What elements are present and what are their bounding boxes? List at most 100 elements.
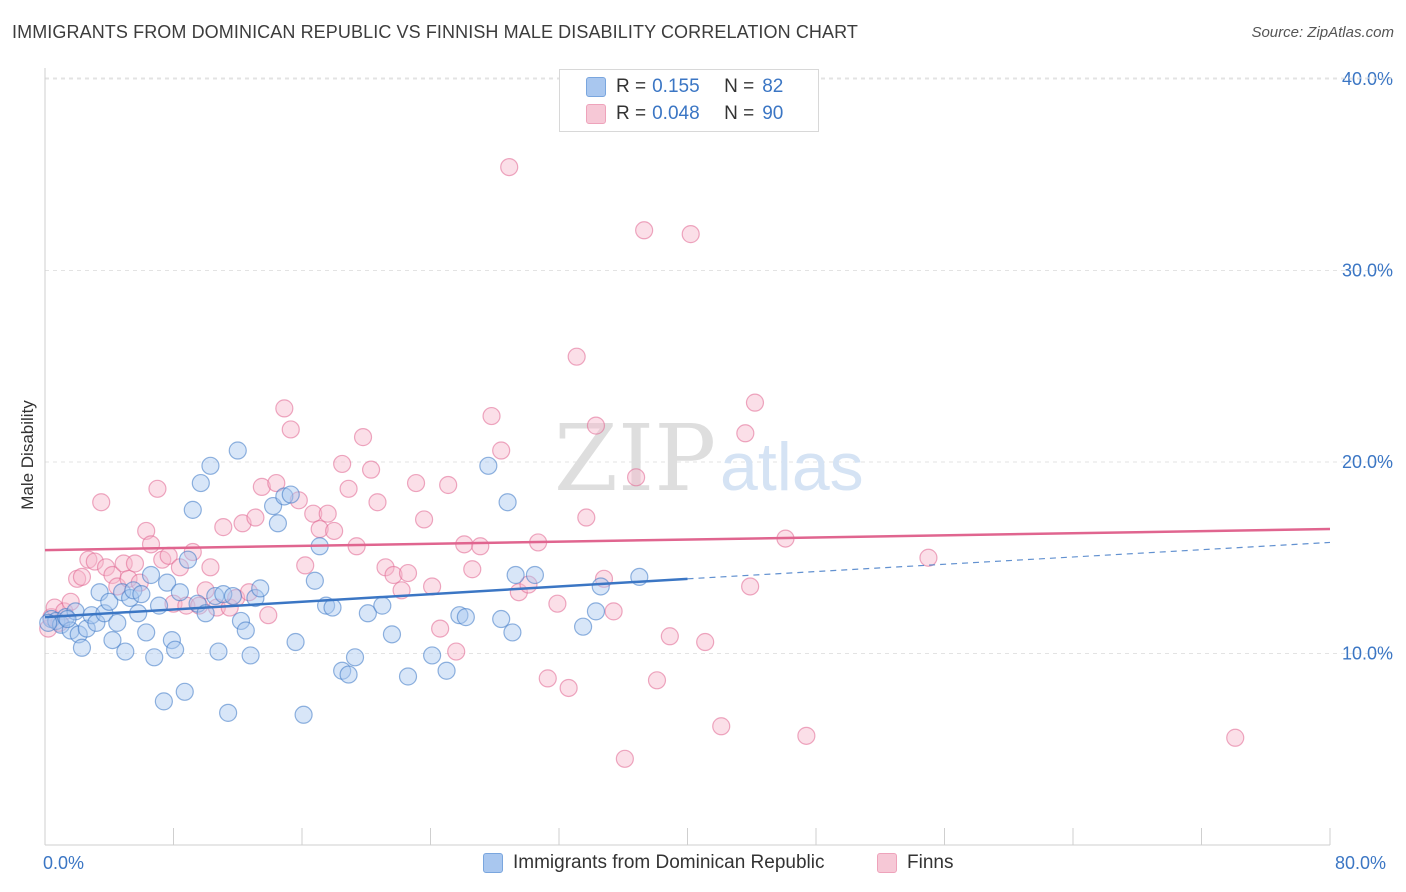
finns-point	[635, 221, 654, 240]
dominican-point	[456, 608, 475, 627]
finns-point	[72, 567, 92, 587]
legend-r-value: 0.155	[652, 76, 700, 97]
dominican-point	[251, 579, 270, 598]
finns-point	[500, 157, 519, 177]
finns-point	[567, 347, 586, 366]
finns-point	[586, 416, 606, 435]
finns-point	[384, 565, 403, 585]
finns-point	[85, 552, 104, 571]
dominican-point	[228, 441, 247, 460]
source-label: Source: ZipAtlas.com	[1251, 24, 1394, 41]
finns-point	[439, 475, 458, 495]
finns-point	[696, 632, 715, 652]
finns-point	[246, 508, 265, 527]
finns-point	[252, 477, 271, 496]
finns-point	[919, 548, 938, 567]
finns-point	[214, 518, 233, 537]
finns-trend-line	[44, 527, 1331, 552]
dominican-point	[373, 596, 392, 615]
dominican-point	[72, 638, 92, 657]
dominican-point	[294, 705, 313, 724]
axes	[44, 68, 1331, 846]
dominican-point	[141, 565, 161, 585]
finns-point	[647, 671, 667, 690]
finns-point	[463, 560, 482, 579]
finns-point	[333, 454, 352, 474]
dominican-trend-extension	[687, 541, 1331, 580]
dominican-point	[183, 500, 202, 519]
finns-point	[304, 504, 323, 523]
finns-point	[318, 504, 337, 523]
finns-point	[681, 225, 700, 244]
finns-point	[325, 521, 344, 541]
dominican-point	[450, 606, 469, 625]
x-axis-min-label: 0.0%	[43, 853, 85, 873]
dominican-point	[132, 585, 151, 604]
finns-point	[712, 717, 731, 736]
y-tick-label: 20.0%	[1342, 452, 1393, 472]
dominican-point	[498, 493, 517, 512]
y-tick-label: 40.0%	[1342, 69, 1393, 89]
finns-point	[259, 606, 278, 625]
finns-point	[548, 594, 567, 613]
legend-swatch-dominican	[586, 77, 606, 97]
dominican-point	[166, 640, 185, 659]
finns-point	[482, 406, 501, 426]
finns-point	[275, 399, 294, 418]
finns-point	[398, 563, 418, 583]
finns-point	[339, 479, 358, 498]
dominican-point	[154, 692, 173, 711]
dominican-point	[39, 613, 58, 632]
dominican-point	[506, 565, 525, 585]
dominican-point	[492, 609, 511, 629]
finns-points	[39, 157, 1245, 768]
dominican-point	[129, 604, 148, 623]
dominican-point	[108, 613, 127, 632]
dominican-point	[305, 571, 324, 590]
x-axis-max-label: 80.0%	[1335, 853, 1387, 873]
finns-point	[423, 577, 442, 596]
dominican-point	[145, 648, 164, 667]
dominican-point	[591, 577, 610, 596]
dominican-point	[586, 602, 606, 621]
finns-point	[577, 508, 596, 527]
dominican-point	[398, 667, 418, 686]
dominican-point	[339, 665, 358, 684]
stats-legend-row-dominican: R = 0.155 N = 82	[586, 76, 783, 98]
finns-point	[137, 521, 156, 541]
finns-point	[141, 535, 161, 554]
dominican-point	[573, 617, 593, 636]
finns-point	[79, 550, 98, 569]
finns-point	[368, 493, 387, 512]
finns-point	[447, 642, 466, 661]
finns-point	[281, 420, 300, 439]
finns-point	[296, 556, 315, 575]
finns-point	[471, 537, 490, 556]
finns-point	[406, 473, 426, 493]
dominican-point	[437, 661, 456, 680]
dominican-point	[281, 485, 300, 504]
trend-lines	[44, 527, 1331, 619]
bottom-legend-swatch-finns	[877, 853, 897, 873]
y-tick-label: 30.0%	[1342, 261, 1393, 281]
finns-point	[538, 669, 557, 688]
dominican-point	[77, 619, 96, 638]
dominican-point	[191, 473, 210, 493]
dominican-point	[358, 604, 377, 623]
finns-point	[604, 602, 623, 621]
dominican-point	[236, 621, 255, 640]
grid-lines: 10.0% 20.0% 30.0% 40.0%	[45, 69, 1393, 664]
dominican-point	[241, 646, 260, 665]
finns-point	[660, 627, 679, 646]
bottom-legend-label-finns: Finns	[907, 852, 954, 873]
dominican-point	[103, 630, 122, 650]
finns-point	[626, 468, 646, 487]
dominican-point	[170, 583, 190, 602]
dominican-point	[90, 583, 109, 602]
finns-point	[92, 493, 111, 512]
dominican-point	[116, 642, 135, 661]
dominican-point	[178, 550, 198, 569]
dominican-point	[201, 456, 220, 475]
dominican-point	[503, 623, 522, 642]
dominican-point	[525, 565, 545, 585]
